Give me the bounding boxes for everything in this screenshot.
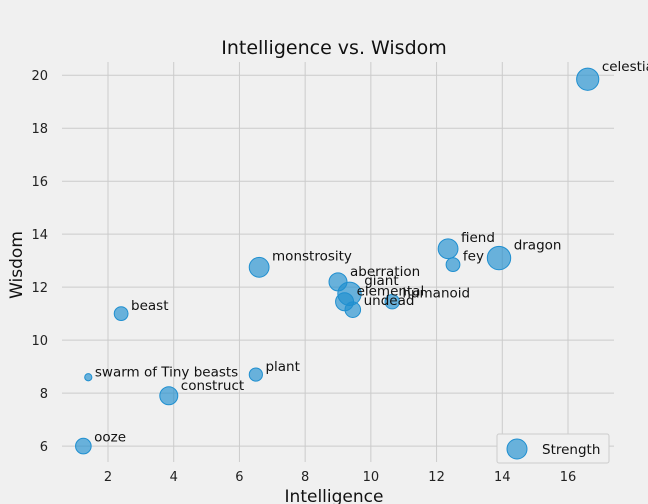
tick-labels: 2 4 6 8 10 12 14 16 6 8 10 12 14 16 18 20 — [31, 69, 576, 485]
legend: Strength — [496, 433, 610, 464]
point-label: giant — [364, 273, 398, 289]
y-tick-label: 14 — [31, 228, 48, 243]
x-tick-label: 12 — [428, 470, 445, 485]
point-labels: celestial fiend dragon fey monstrosityaberra… — [94, 59, 648, 445]
data-point — [437, 238, 459, 260]
data-point — [248, 367, 263, 382]
data-point — [248, 256, 270, 278]
y-tick-label: 20 — [31, 69, 48, 84]
x-tick-label: 4 — [170, 470, 178, 485]
point-label: aberration — [350, 264, 420, 280]
data-point — [159, 386, 179, 406]
point-label: ooze — [94, 429, 126, 445]
point-label: fey — [463, 249, 484, 265]
x-tick-label: 10 — [363, 470, 380, 485]
data-point — [445, 257, 461, 273]
grid — [62, 62, 614, 462]
point-label: celestial — [602, 59, 648, 75]
point-label: monstrosity — [272, 248, 352, 264]
data-point — [576, 67, 600, 91]
point-label: plant — [265, 359, 299, 375]
y-tick-label: 10 — [31, 334, 48, 349]
x-tick-label: 16 — [560, 470, 577, 485]
point-label: humanoid — [402, 286, 470, 302]
data-point — [84, 373, 93, 382]
y-tick-label: 12 — [31, 281, 48, 296]
data-point — [75, 437, 92, 455]
data-point — [113, 306, 129, 322]
chart-title: Intelligence vs. Wisdom — [221, 37, 447, 59]
y-axis-title: Wisdom — [7, 231, 27, 299]
point-label: undead — [364, 293, 415, 309]
point-label: construct — [181, 378, 244, 394]
x-axis-title: Intelligence — [285, 487, 384, 504]
point-label: swarm of Tiny beasts — [95, 365, 238, 381]
x-tick-label: 14 — [494, 470, 511, 485]
y-tick-label: 18 — [31, 122, 48, 137]
point-label: dragon — [514, 237, 562, 253]
legend-marker — [506, 438, 528, 460]
x-tick-label: 2 — [104, 470, 112, 485]
x-tick-label: 8 — [301, 470, 309, 485]
legend-label: Strength — [542, 442, 600, 458]
y-tick-label: 16 — [31, 175, 48, 190]
y-tick-label: 8 — [40, 387, 48, 402]
y-tick-label: 6 — [40, 440, 48, 455]
data-points — [75, 67, 600, 455]
data-point — [344, 301, 362, 318]
point-label: beast — [131, 298, 168, 314]
point-label: elemental — [357, 284, 425, 300]
data-point — [384, 294, 400, 310]
data-point — [486, 245, 512, 271]
x-tick-label: 6 — [235, 470, 243, 485]
point-label: fiend — [461, 230, 495, 246]
